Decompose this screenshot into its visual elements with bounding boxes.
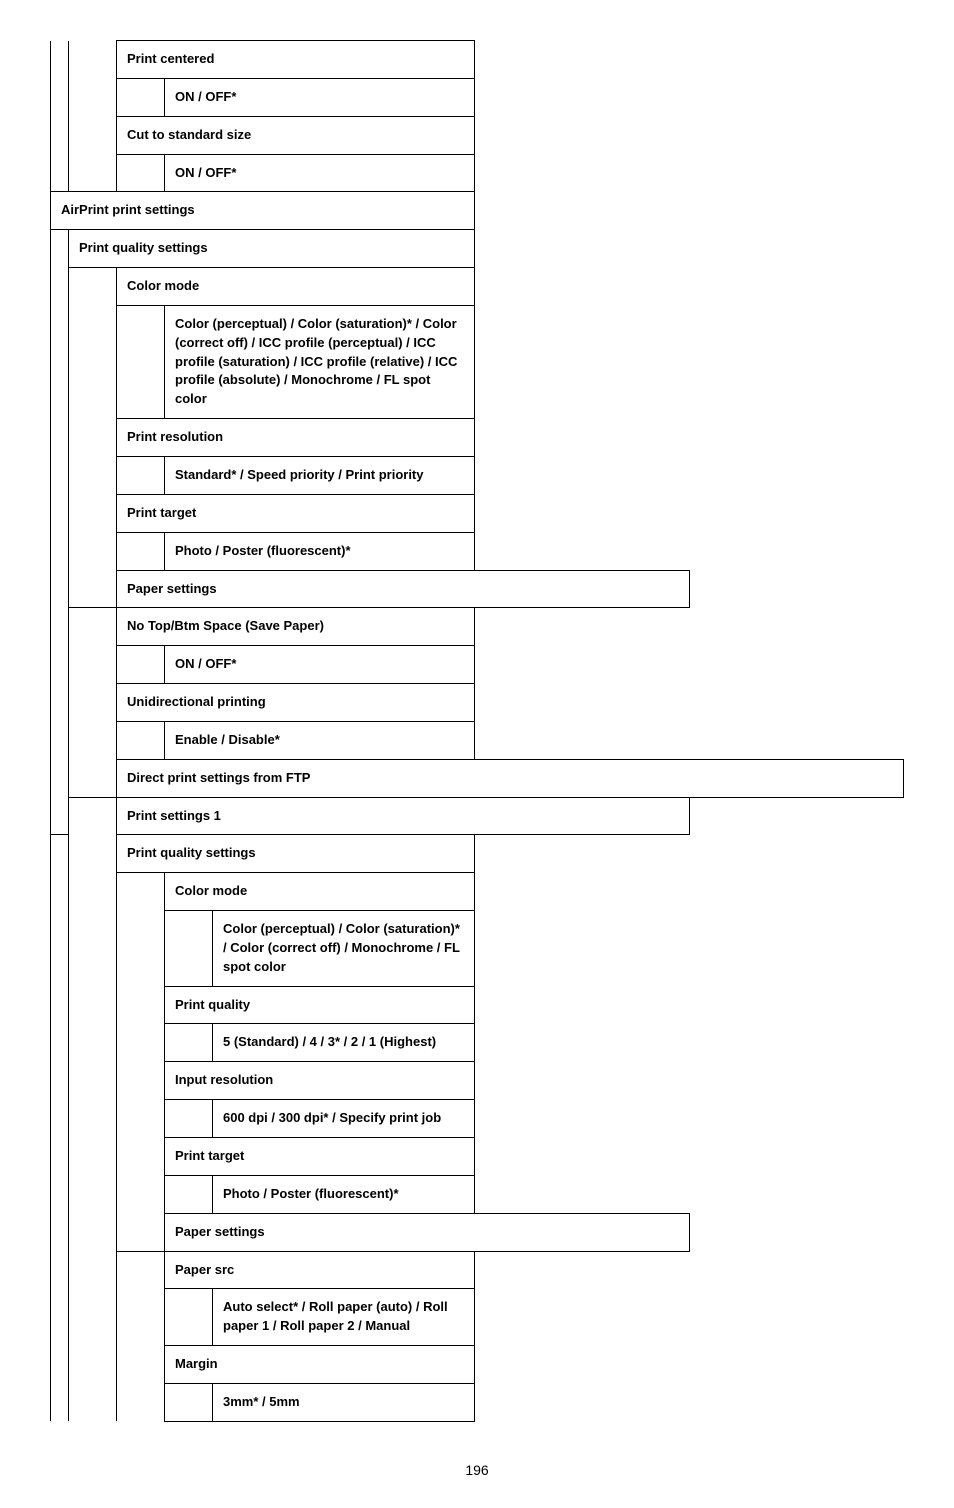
airprint-notopbtm-title: No Top/Btm Space (Save Paper) — [117, 608, 475, 646]
ftp-colormode-title: Color mode — [165, 873, 475, 911]
print-centered-value: ON / OFF* — [165, 78, 475, 116]
ftp-printquality-value: 5 (Standard) / 4 / 3* / 2 / 1 (Highest) — [213, 1024, 475, 1062]
cut-std-title: Cut to standard size — [117, 116, 475, 154]
airprint-notopbtm-value: ON / OFF* — [165, 646, 475, 684]
ftp-pqs-title: Print quality settings — [117, 835, 475, 873]
row-airprint-unidir: Unidirectional printing — [51, 684, 904, 722]
row-ftp-papersrc: Paper src — [51, 1251, 904, 1289]
row-ftp-printtarget: Print target — [51, 1138, 904, 1176]
ftp-inputres-title: Input resolution — [165, 1062, 475, 1100]
airprint-colormode-title: Color mode — [117, 268, 475, 306]
row-ftp-pqs: Print quality settings — [51, 835, 904, 873]
row-airprint-printres-val: Standard* / Speed priority / Print prior… — [51, 456, 904, 494]
row-ftp-colormode: Color mode — [51, 873, 904, 911]
row-airprint-printtarget-val: Photo / Poster (fluorescent)* — [51, 532, 904, 570]
print-centered-title: Print centered — [117, 41, 475, 79]
page-number: 196 — [50, 1462, 904, 1478]
ftp-title: Direct print settings from FTP — [117, 759, 904, 797]
ftp-printtarget-value: Photo / Poster (fluorescent)* — [213, 1175, 475, 1213]
row-ftp-inputres: Input resolution — [51, 1062, 904, 1100]
row-ftp-ps1: Print settings 1 — [51, 797, 904, 835]
ftp-colormode-value: Color (perceptual) / Color (saturation)*… — [213, 911, 475, 987]
airprint-pqs-title: Print quality settings — [69, 230, 475, 268]
row-ftp-papersrc-val: Auto select* / Roll paper (auto) / Roll … — [51, 1289, 904, 1346]
airprint-printres-title: Print resolution — [117, 419, 475, 457]
row-cut-std: Cut to standard size — [51, 116, 904, 154]
ftp-margin-title: Margin — [165, 1346, 475, 1384]
row-ftp-printquality-val: 5 (Standard) / 4 / 3* / 2 / 1 (Highest) — [51, 1024, 904, 1062]
row-print-centered-value: ON / OFF* — [51, 78, 904, 116]
airprint-unidir-title: Unidirectional printing — [117, 684, 475, 722]
row-airprint-colormode: Color mode — [51, 268, 904, 306]
ftp-papersrc-value: Auto select* / Roll paper (auto) / Roll … — [213, 1289, 475, 1346]
row-ftp-colormode-val: Color (perceptual) / Color (saturation)*… — [51, 911, 904, 987]
row-ftp-margin-val: 3mm* / 5mm — [51, 1383, 904, 1421]
ftp-inputres-value: 600 dpi / 300 dpi* / Specify print job — [213, 1100, 475, 1138]
airprint-printtarget-value: Photo / Poster (fluorescent)* — [165, 532, 475, 570]
airprint-printtarget-title: Print target — [117, 494, 475, 532]
airprint-title: AirPrint print settings — [51, 192, 475, 230]
row-airprint-paper: Paper settings — [51, 570, 904, 608]
row-print-centered: Print centered — [51, 41, 904, 79]
cut-std-value: ON / OFF* — [165, 154, 475, 192]
row-ftp-printquality: Print quality — [51, 986, 904, 1024]
ftp-paper-title: Paper settings — [165, 1213, 690, 1251]
ftp-printtarget-title: Print target — [165, 1138, 475, 1176]
airprint-printres-value: Standard* / Speed priority / Print prior… — [165, 456, 475, 494]
row-airprint-notopbtm: No Top/Btm Space (Save Paper) — [51, 608, 904, 646]
airprint-paper-title: Paper settings — [117, 570, 690, 608]
row-ftp-printtarget-val: Photo / Poster (fluorescent)* — [51, 1175, 904, 1213]
row-ftp-inputres-val: 600 dpi / 300 dpi* / Specify print job — [51, 1100, 904, 1138]
row-airprint-notopbtm-val: ON / OFF* — [51, 646, 904, 684]
row-ftp: Direct print settings from FTP — [51, 759, 904, 797]
row-airprint-printtarget: Print target — [51, 494, 904, 532]
settings-tree-table: Print centered ON / OFF* Cut to standard… — [50, 40, 904, 1422]
ftp-printquality-title: Print quality — [165, 986, 475, 1024]
row-airprint-pqs: Print quality settings — [51, 230, 904, 268]
row-ftp-margin: Margin — [51, 1346, 904, 1384]
row-airprint-unidir-val: Enable / Disable* — [51, 721, 904, 759]
ftp-ps1-title: Print settings 1 — [117, 797, 690, 835]
ftp-margin-value: 3mm* / 5mm — [213, 1383, 475, 1421]
row-ftp-paper: Paper settings — [51, 1213, 904, 1251]
row-cut-std-value: ON / OFF* — [51, 154, 904, 192]
row-airprint: AirPrint print settings — [51, 192, 904, 230]
ftp-papersrc-title: Paper src — [165, 1251, 475, 1289]
row-airprint-colormode-val: Color (perceptual) / Color (saturation)*… — [51, 305, 904, 418]
airprint-unidir-value: Enable / Disable* — [165, 721, 475, 759]
airprint-colormode-value: Color (perceptual) / Color (saturation)*… — [165, 305, 475, 418]
row-airprint-printres: Print resolution — [51, 419, 904, 457]
